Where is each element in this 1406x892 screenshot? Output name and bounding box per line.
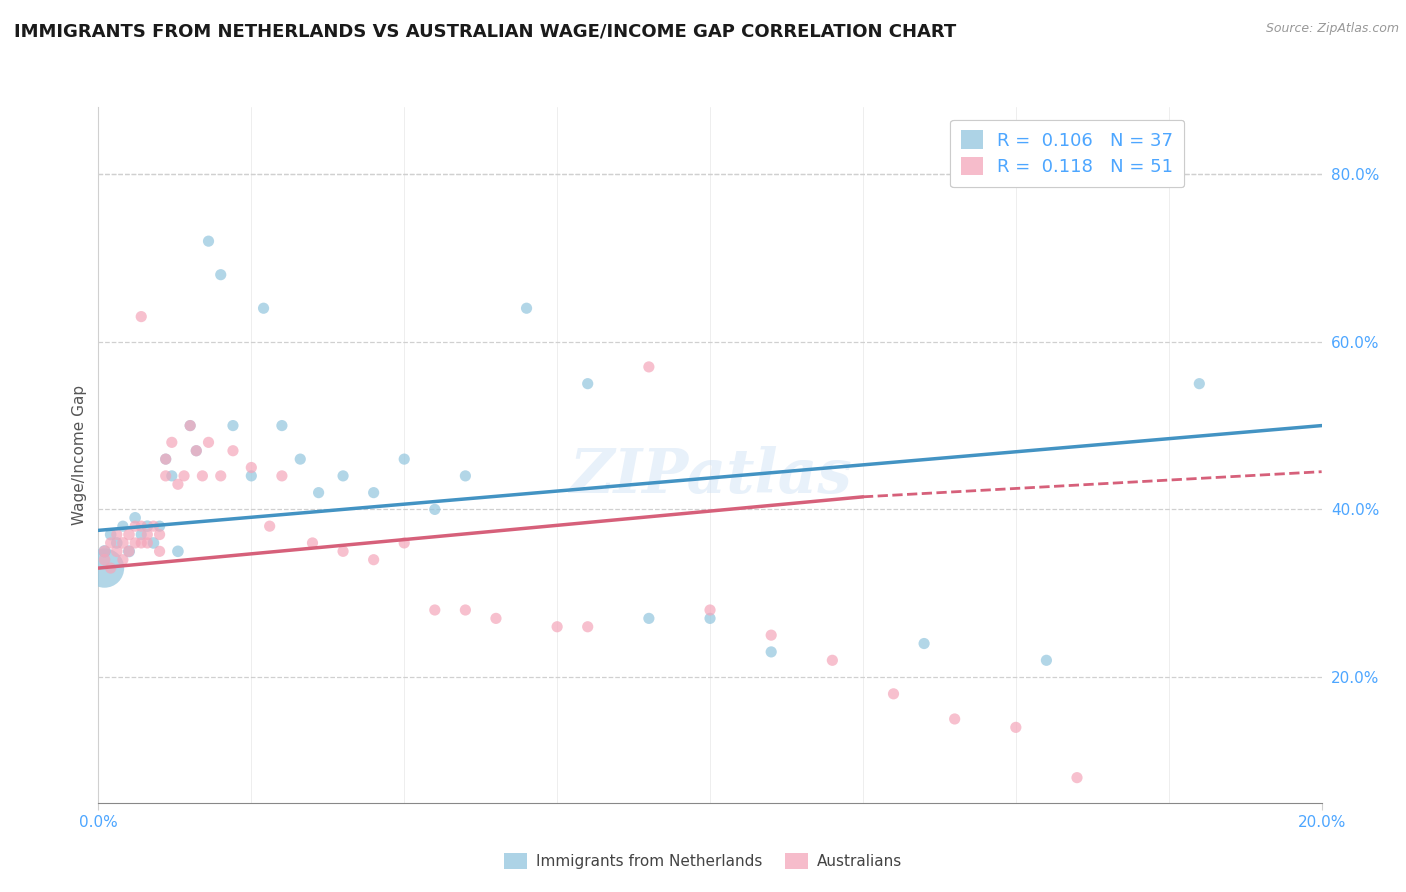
Point xyxy=(111,519,134,533)
Point xyxy=(1066,771,1088,785)
Point xyxy=(142,519,165,533)
Text: ZIPatlas: ZIPatlas xyxy=(568,446,852,506)
Point xyxy=(1035,653,1057,667)
Point xyxy=(209,468,232,483)
Point xyxy=(93,561,115,575)
Point xyxy=(1004,720,1026,734)
Legend: R =  0.106   N = 37, R =  0.118   N = 51: R = 0.106 N = 37, R = 0.118 N = 51 xyxy=(950,120,1184,187)
Point xyxy=(105,527,128,541)
Point xyxy=(699,611,721,625)
Point xyxy=(197,234,219,248)
Point xyxy=(129,527,152,541)
Point xyxy=(576,376,599,391)
Point xyxy=(118,544,141,558)
Y-axis label: Wage/Income Gap: Wage/Income Gap xyxy=(72,384,87,525)
Point xyxy=(149,519,172,533)
Point xyxy=(118,544,141,558)
Point xyxy=(637,611,661,625)
Point xyxy=(363,552,385,566)
Point xyxy=(270,468,292,483)
Point xyxy=(105,544,128,558)
Point xyxy=(136,536,159,550)
Point xyxy=(111,536,134,550)
Point xyxy=(111,552,134,566)
Point xyxy=(124,536,146,550)
Point xyxy=(136,527,159,541)
Point xyxy=(301,536,323,550)
Point xyxy=(423,502,446,516)
Point xyxy=(454,603,477,617)
Point xyxy=(759,645,782,659)
Point xyxy=(759,628,782,642)
Point xyxy=(332,544,354,558)
Point xyxy=(240,460,263,475)
Point xyxy=(142,536,165,550)
Point xyxy=(129,536,152,550)
Point xyxy=(290,452,312,467)
Point xyxy=(197,435,219,450)
Point xyxy=(308,485,330,500)
Point xyxy=(252,301,274,316)
Point xyxy=(270,418,292,433)
Point xyxy=(155,468,177,483)
Point xyxy=(209,268,232,282)
Point xyxy=(179,418,201,433)
Point xyxy=(100,527,122,541)
Point xyxy=(332,468,354,483)
Point xyxy=(167,477,190,491)
Point xyxy=(454,468,477,483)
Point xyxy=(222,418,245,433)
Point xyxy=(546,620,568,634)
Point xyxy=(179,418,201,433)
Text: IMMIGRANTS FROM NETHERLANDS VS AUSTRALIAN WAGE/INCOME GAP CORRELATION CHART: IMMIGRANTS FROM NETHERLANDS VS AUSTRALIA… xyxy=(14,22,956,40)
Point xyxy=(186,443,208,458)
Point xyxy=(912,636,935,650)
Point xyxy=(392,452,416,467)
Point xyxy=(240,468,263,483)
Point xyxy=(167,544,190,558)
Point xyxy=(186,443,208,458)
Point xyxy=(93,552,115,566)
Point xyxy=(1188,376,1211,391)
Point xyxy=(699,603,721,617)
Point xyxy=(93,544,115,558)
Point xyxy=(93,544,115,558)
Point xyxy=(100,536,122,550)
Point xyxy=(149,527,172,541)
Legend: Immigrants from Netherlands, Australians: Immigrants from Netherlands, Australians xyxy=(498,847,908,875)
Point xyxy=(136,519,159,533)
Point xyxy=(637,359,661,374)
Point xyxy=(155,452,177,467)
Point xyxy=(883,687,905,701)
Point xyxy=(100,561,122,575)
Point xyxy=(105,536,128,550)
Point xyxy=(363,485,385,500)
Point xyxy=(821,653,844,667)
Point xyxy=(485,611,508,625)
Point xyxy=(155,452,177,467)
Point xyxy=(392,536,416,550)
Point xyxy=(173,468,195,483)
Point xyxy=(160,435,183,450)
Point xyxy=(576,620,599,634)
Point xyxy=(160,468,183,483)
Point xyxy=(124,510,146,524)
Point xyxy=(149,544,172,558)
Point xyxy=(129,310,152,324)
Point xyxy=(118,527,141,541)
Point xyxy=(259,519,281,533)
Point xyxy=(124,519,146,533)
Point xyxy=(516,301,538,316)
Point xyxy=(423,603,446,617)
Point xyxy=(222,443,245,458)
Point xyxy=(943,712,966,726)
Point xyxy=(129,519,152,533)
Text: Source: ZipAtlas.com: Source: ZipAtlas.com xyxy=(1265,22,1399,36)
Point xyxy=(191,468,214,483)
